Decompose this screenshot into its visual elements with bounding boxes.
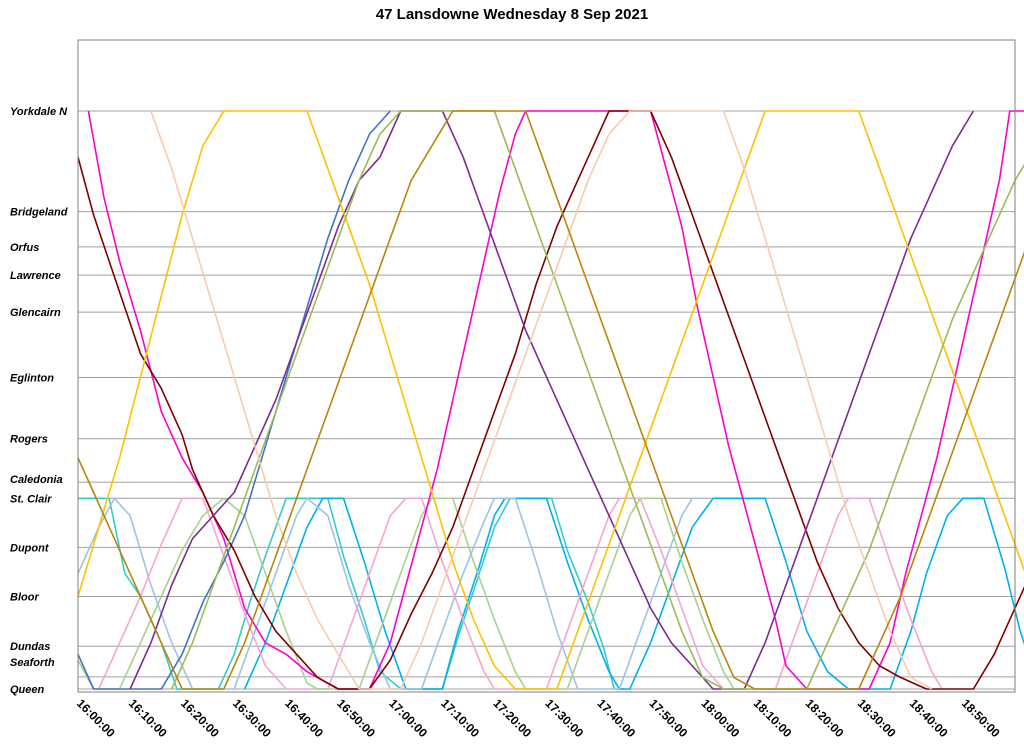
time-tick-1: 16:10:00 (126, 696, 170, 740)
time-tick-11: 17:50:00 (646, 696, 690, 740)
stop-labels: Yorkdale N Bridgeland Orfus Lawrence Glencai… (10, 106, 68, 696)
time-labels: 16:00:00 16:10:00 16:20:00 16:30:00 16:40:00… (74, 696, 1003, 740)
time-tick-12: 18:00:00 (699, 696, 743, 740)
stop-label-1: Bridgeland (10, 207, 68, 219)
time-tick-0: 16:00:00 (74, 696, 118, 740)
stop-label-8: St. Clair (10, 493, 52, 505)
series-line-9 (77, 110, 1024, 690)
stop-label-2: Orfus (10, 242, 39, 254)
time-tick-17: 18:50:00 (959, 696, 1003, 740)
stop-label-0: Yorkdale N (10, 106, 68, 118)
time-tick-14: 18:20:00 (803, 696, 847, 740)
series-lines (77, 110, 1024, 690)
time-tick-15: 18:30:00 (855, 696, 899, 740)
series-line-7 (77, 110, 1024, 690)
stop-label-3: Lawrence (10, 270, 61, 282)
stop-label-6: Rogers (10, 434, 48, 446)
series-line-4 (77, 497, 735, 690)
stop-label-11: Dundas (10, 641, 50, 653)
stop-label-10: Bloor (10, 592, 39, 604)
time-tick-2: 16:20:00 (178, 696, 222, 740)
stop-label-4: Glencairn (10, 307, 61, 319)
time-tick-16: 18:40:00 (907, 696, 951, 740)
series-line-10 (170, 110, 1024, 690)
stop-label-12: Seaforth (10, 657, 55, 669)
series-line-8 (129, 110, 975, 690)
series-line-6 (77, 110, 391, 690)
time-tick-13: 18:10:00 (751, 696, 795, 740)
chart-title: 47 Lansdowne Wednesday 8 Sep 2021 (375, 6, 649, 23)
time-tick-6: 17:00:00 (386, 696, 430, 740)
time-tick-4: 16:40:00 (282, 696, 326, 740)
stop-label-9: Dupont (10, 542, 50, 554)
time-tick-3: 16:30:00 (230, 696, 274, 740)
time-tick-8: 17:20:00 (490, 696, 534, 740)
grid-lines (78, 110, 1015, 690)
series-line-11 (150, 110, 933, 690)
stop-label-5: Eglinton (10, 372, 54, 384)
series-line-5 (87, 110, 1024, 690)
stop-label-7: Caledonia (10, 474, 63, 486)
series-line-3 (98, 497, 943, 690)
series-line-12 (77, 110, 1024, 690)
series-line-0 (78, 497, 625, 690)
time-tick-5: 16:50:00 (334, 696, 378, 740)
time-tick-9: 17:30:00 (542, 696, 586, 740)
plot-area-frame (77, 39, 1016, 693)
stop-label-13: Queen (10, 684, 45, 696)
time-tick-7: 17:10:00 (438, 696, 482, 740)
time-tick-10: 17:40:00 (594, 696, 638, 740)
